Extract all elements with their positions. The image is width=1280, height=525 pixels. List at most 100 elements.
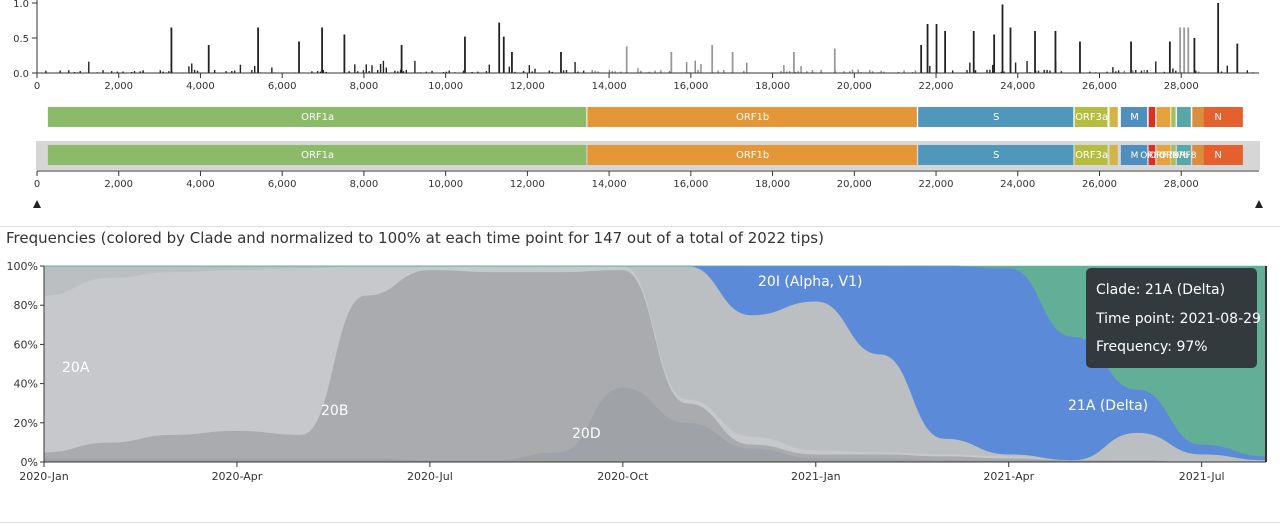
entropy-bar	[743, 70, 745, 73]
entropy-bar	[820, 69, 822, 73]
gene-s[interactable]	[918, 107, 1074, 127]
zoom-gene-orf1a[interactable]	[47, 145, 587, 165]
gene-e[interactable]	[1109, 107, 1118, 127]
zoom-gene-label: ORF1b	[736, 150, 769, 161]
zoom-gene-label: N	[1214, 150, 1221, 161]
zoom-gene-label: S	[993, 150, 999, 161]
entropy-peak-bar	[670, 52, 673, 73]
gene-orf1b[interactable]	[587, 107, 917, 127]
entropy-bar	[1123, 70, 1126, 73]
entropy-bar	[1146, 69, 1148, 73]
frequencies-title: Frequencies (colored by Clade and normal…	[6, 229, 824, 247]
entropy-bar	[59, 70, 61, 73]
entropy-bar	[425, 71, 428, 73]
zoom-gene-n[interactable]	[1192, 145, 1243, 165]
freq-x-tick-label: 2021-Jul	[1179, 470, 1225, 483]
gene-label: S	[993, 112, 999, 123]
gene-m[interactable]	[1120, 107, 1148, 127]
frequency-streams[interactable]	[43, 265, 1267, 463]
zoom-gene-m[interactable]	[1120, 145, 1148, 165]
freq-x-tick-label: 2021-Jan	[791, 470, 841, 483]
gene-orf6[interactable]	[1148, 107, 1156, 127]
entropy-bar	[253, 65, 256, 73]
entropy-bar	[213, 69, 216, 73]
gene-n[interactable]	[1192, 107, 1243, 127]
entropy-peak-bar	[1130, 41, 1132, 73]
entropy-bar	[1197, 71, 1200, 73]
entropy-bar	[1037, 70, 1040, 73]
zoom-handle-left[interactable]	[33, 200, 41, 208]
entropy-peak-bar	[298, 41, 300, 73]
gene-orf1a[interactable]	[47, 107, 587, 127]
freq-y-tick-label: 0%	[21, 456, 38, 469]
entropy-bar	[848, 71, 851, 73]
entropy-bar	[162, 71, 164, 73]
freq-y-tick-label: 40%	[14, 378, 38, 391]
frequencies-panel[interactable]: 0%20%40%60%80%100% 2020-Jan 2020-Apr 2020-…	[0, 255, 1280, 487]
tooltip-frequency: Frequency: 97%	[1096, 339, 1208, 355]
zoom-gene-label: ORF3a	[1075, 150, 1108, 161]
entropy-peak-bar	[711, 45, 714, 73]
entropy-bar	[508, 66, 510, 73]
tooltip-clade: Clade: 21A (Delta)	[1096, 282, 1226, 298]
zoom-gene-orf7b[interactable]	[1171, 145, 1176, 165]
entropy-bar	[1143, 69, 1146, 73]
entropy-peak-bar	[926, 24, 929, 73]
gene-orf9b[interactable]	[1192, 107, 1204, 127]
entropy-bar	[929, 65, 931, 73]
entropy-x-tick-label: 26,000	[1082, 81, 1117, 92]
entropy-bar	[694, 60, 696, 73]
zoom-x-tick-label: 2,000	[104, 179, 133, 190]
entropy-bar	[723, 70, 725, 73]
gene-map-track[interactable]: ORF1a ORF1b S ORF3a M N	[47, 107, 1243, 127]
entropy-bar	[379, 63, 382, 73]
entropy-bar	[800, 66, 802, 73]
entropy-bar	[188, 66, 190, 73]
entropy-peak-bar	[1179, 27, 1181, 73]
entropy-peak-bar	[1183, 27, 1186, 73]
entropy-bar	[700, 64, 702, 73]
entropy-bar	[233, 70, 236, 73]
entropy-x-tick-label: 8,000	[350, 81, 379, 92]
entropy-bar	[969, 62, 971, 73]
entropy-bar	[251, 70, 253, 73]
gene-orf7b[interactable]	[1171, 107, 1176, 127]
entropy-x-tick-label: 14,000	[592, 81, 627, 92]
entropy-bar	[986, 69, 988, 73]
entropy-panel: 0.0 0.5 1.0 0 2,000 4,000 6,000 8,000 10,000 12,…	[13, 0, 1263, 208]
gene-orf3a[interactable]	[1074, 107, 1108, 127]
freq-y-tick-label: 60%	[14, 338, 38, 351]
zoom-handle-right[interactable]	[1255, 200, 1263, 208]
gene-orf7a[interactable]	[1156, 107, 1171, 127]
entropy-bar	[620, 71, 622, 73]
entropy-bar	[1089, 71, 1091, 73]
entropy-bar	[322, 69, 325, 73]
entropy-peak-bar	[1079, 41, 1081, 73]
entropy-bar	[794, 71, 797, 73]
entropy-bar	[1003, 71, 1005, 73]
entropy-bar	[911, 71, 914, 73]
gene-orf8[interactable]	[1176, 107, 1191, 127]
zoom-gene-s[interactable]	[918, 145, 1074, 165]
entropy-peak-bar	[343, 34, 346, 73]
entropy-x-tick-label: 22,000	[919, 81, 954, 92]
entropy-bar	[843, 71, 845, 73]
zoom-gene-orf1b[interactable]	[587, 145, 917, 165]
entropy-bar	[365, 64, 367, 73]
zoom-gene-orf6[interactable]	[1148, 145, 1156, 165]
entropy-bar	[362, 70, 365, 73]
zoom-gene-orf8[interactable]	[1176, 145, 1191, 165]
entropy-bar	[640, 70, 642, 73]
zoom-gene-orf7a[interactable]	[1156, 145, 1171, 165]
zoom-gene-e[interactable]	[1109, 145, 1118, 165]
zoom-gene-orf3a[interactable]	[1074, 145, 1108, 165]
entropy-bar	[448, 70, 450, 73]
entropy-bar	[668, 71, 671, 73]
zoom-gene-orf9b[interactable]	[1192, 145, 1204, 165]
zoom-gene-label: ORF7a	[1149, 151, 1179, 161]
entropy-bar	[614, 71, 616, 73]
entropy-bar	[565, 70, 568, 73]
entropy-bar	[1060, 71, 1063, 73]
entropy-bar	[45, 70, 47, 73]
